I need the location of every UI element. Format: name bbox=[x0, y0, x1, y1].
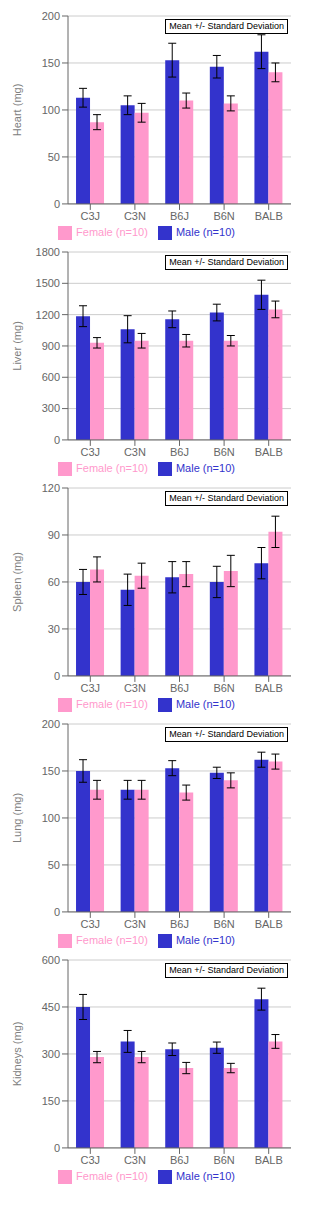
svg-text:B6N: B6N bbox=[213, 682, 234, 694]
svg-text:0: 0 bbox=[54, 670, 60, 682]
svg-text:B6N: B6N bbox=[213, 1154, 234, 1166]
svg-text:150: 150 bbox=[42, 1095, 60, 1107]
svg-text:BALB: BALB bbox=[255, 682, 283, 694]
svg-text:B6J: B6J bbox=[170, 1154, 189, 1166]
svg-text:C3N: C3N bbox=[124, 918, 146, 930]
html-text:Mean +/- Standard Deviation: Mean +/- Standard Deviation bbox=[169, 257, 284, 267]
svg-text:0: 0 bbox=[54, 198, 60, 210]
svg-text:C3J: C3J bbox=[81, 682, 101, 694]
svg-text:150: 150 bbox=[42, 57, 60, 69]
svg-text:200: 200 bbox=[42, 10, 60, 22]
svg-text:0: 0 bbox=[54, 1142, 60, 1154]
svg-text:900: 900 bbox=[42, 340, 60, 352]
html-text:Mean +/- Standard Deviation: Mean +/- Standard Deviation bbox=[169, 729, 284, 739]
svg-text:600: 600 bbox=[42, 954, 60, 966]
svg-text:Kidneys (mg): Kidneys (mg) bbox=[11, 1022, 23, 1087]
html-text:Male (n=10): Male (n=10) bbox=[175, 225, 235, 238]
svg-text:B6N: B6N bbox=[213, 446, 234, 458]
svg-text:60: 60 bbox=[48, 576, 60, 588]
svg-text:C3J: C3J bbox=[81, 918, 101, 930]
svg-text:B6N: B6N bbox=[213, 918, 234, 930]
svg-text:C3N: C3N bbox=[124, 446, 146, 458]
svg-text:Liver (mg): Liver (mg) bbox=[11, 321, 23, 371]
svg-text:B6J: B6J bbox=[170, 446, 189, 458]
svg-text:0: 0 bbox=[54, 434, 60, 446]
html-text:Female (n=10): Female (n=10) bbox=[76, 461, 148, 474]
svg-text:BALB: BALB bbox=[255, 1154, 283, 1166]
svg-text:1800: 1800 bbox=[36, 246, 60, 258]
svg-text:1500: 1500 bbox=[36, 277, 60, 289]
svg-text:100: 100 bbox=[42, 104, 60, 116]
svg-text:200: 200 bbox=[42, 718, 60, 730]
svg-text:450: 450 bbox=[42, 1001, 60, 1013]
html-text:Female (n=10): Female (n=10) bbox=[76, 933, 148, 946]
svg-text:50: 50 bbox=[48, 151, 60, 163]
svg-text:300: 300 bbox=[42, 402, 60, 414]
html-text:Male (n=10): Male (n=10) bbox=[175, 933, 235, 946]
svg-text:BALB: BALB bbox=[255, 918, 283, 930]
svg-text:Lung (mg): Lung (mg) bbox=[11, 793, 23, 843]
svg-text:B6J: B6J bbox=[170, 210, 189, 222]
svg-text:300: 300 bbox=[42, 1048, 60, 1060]
svg-text:B6N: B6N bbox=[213, 210, 234, 222]
svg-text:B6J: B6J bbox=[170, 682, 189, 694]
svg-text:30: 30 bbox=[48, 623, 60, 635]
html-text:Female (n=10): Female (n=10) bbox=[76, 1169, 148, 1182]
svg-text:0: 0 bbox=[54, 906, 60, 918]
svg-text:100: 100 bbox=[42, 812, 60, 824]
svg-text:BALB: BALB bbox=[255, 446, 283, 458]
svg-text:120: 120 bbox=[42, 482, 60, 494]
svg-text:C3J: C3J bbox=[81, 210, 101, 222]
svg-text:C3J: C3J bbox=[81, 1154, 101, 1166]
html-text:Mean +/- Standard Deviation: Mean +/- Standard Deviation bbox=[169, 965, 284, 975]
svg-text:C3N: C3N bbox=[124, 682, 146, 694]
html-text:Male (n=10): Male (n=10) bbox=[175, 697, 235, 710]
svg-text:600: 600 bbox=[42, 371, 60, 383]
html-text:Female (n=10): Female (n=10) bbox=[76, 225, 148, 238]
html-text:Female (n=10): Female (n=10) bbox=[76, 697, 148, 710]
svg-text:50: 50 bbox=[48, 859, 60, 871]
svg-text:Heart (mg): Heart (mg) bbox=[11, 84, 23, 137]
html-text:Mean +/- Standard Deviation: Mean +/- Standard Deviation bbox=[169, 493, 284, 503]
svg-text:B6J: B6J bbox=[170, 918, 189, 930]
html-text:Male (n=10): Male (n=10) bbox=[175, 1169, 235, 1182]
svg-text:1200: 1200 bbox=[36, 309, 60, 321]
html-text:Male (n=10): Male (n=10) bbox=[175, 461, 235, 474]
svg-text:BALB: BALB bbox=[255, 210, 283, 222]
svg-text:C3J: C3J bbox=[81, 446, 101, 458]
svg-text:150: 150 bbox=[42, 765, 60, 777]
svg-text:C3N: C3N bbox=[124, 1154, 146, 1166]
svg-text:90: 90 bbox=[48, 529, 60, 541]
svg-text:C3N: C3N bbox=[124, 210, 146, 222]
html-text:Mean +/- Standard Deviation: Mean +/- Standard Deviation bbox=[169, 21, 284, 31]
svg-text:Spleen (mg): Spleen (mg) bbox=[11, 552, 23, 612]
